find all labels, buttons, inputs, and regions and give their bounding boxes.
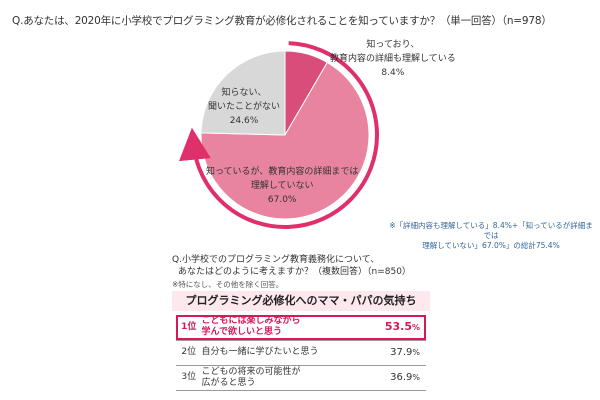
rank-text: こどもには楽しみながら 学んで欲しいと思う: [201, 315, 357, 341]
ranking-row: 2位 自分も一緒に学びたいと思う 37.9%: [176, 340, 426, 366]
footnote: ※「詳細内容も理解している」8.4%+「知っているが詳細までは 理解していない」…: [389, 221, 593, 250]
pie-slice-1: [200, 61, 370, 220]
question-2-note: ※特になし、その他を除く回答。: [172, 280, 284, 289]
rank-label: 3位: [176, 365, 202, 391]
rank-value: 36.9%: [356, 365, 426, 391]
highlight-arc-arrow: [179, 41, 379, 229]
ranking-title: プログラミング必修化へのママ・パパの気持ち: [172, 291, 430, 311]
slice-label-1: 知っているが、教育内容の詳細までは 理解していない 67.0%: [206, 167, 359, 205]
rank-text: こどもの将来の可能性が 広がると思う: [201, 365, 357, 391]
ranking-row: 3位 こどもの将来の可能性が 広がると思う 36.9%: [176, 365, 426, 391]
rank-value: 37.9%: [356, 340, 426, 366]
ranking-row: 1位 こどもには楽しみながら 学んで欲しいと思う 53.5%: [176, 315, 426, 341]
pie-slice-2: [200, 50, 286, 136]
pie-chart: [179, 41, 379, 229]
rank-value: 53.5%: [356, 315, 426, 341]
rank-label: 1位: [176, 315, 202, 341]
rank-text: 自分も一緒に学びたいと思う: [201, 340, 357, 366]
question-2-title: Q.小学校でのプログラミング教育義務化について、 あなたはどのように考えますか？…: [172, 255, 411, 277]
ranking-table: 1位 こどもには楽しみながら 学んで欲しいと思う 53.5% 2位 自分も一緒に…: [176, 315, 426, 391]
slice-label-2: 知らない、 聞いたことがない 24.6%: [208, 88, 281, 126]
question-1-title: Q.あなたは、2020年に小学校でプログラミング教育が必修化されることを知ってい…: [12, 15, 552, 27]
rank-label: 2位: [176, 340, 202, 366]
slice-label-0: 知っており、 教育内容の詳細も理解している 8.4%: [330, 40, 456, 78]
